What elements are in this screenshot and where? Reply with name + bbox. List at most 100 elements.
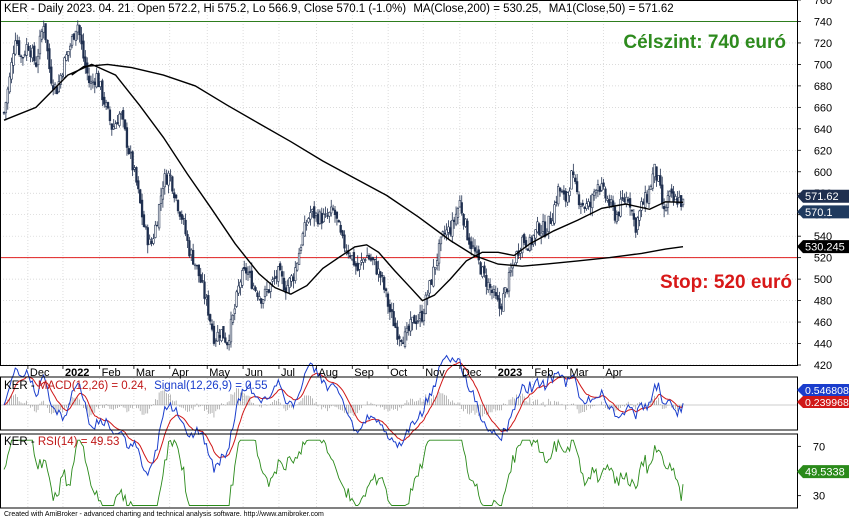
candle-body [394, 322, 397, 328]
macd-badge-label: 0.239968 [805, 397, 849, 409]
candle-body [613, 206, 617, 221]
candle-body [553, 204, 556, 224]
candle-body [432, 266, 435, 287]
candle-body [449, 227, 452, 235]
candle-body [562, 190, 566, 195]
y-tick-label: 700 [814, 59, 832, 71]
candle-body [65, 54, 68, 61]
candle-body [241, 270, 244, 286]
candle-body [207, 295, 210, 316]
candle-body [237, 285, 240, 294]
candle-body [31, 47, 34, 59]
candle-body [330, 206, 333, 214]
candle-body [381, 275, 384, 277]
y-tick-label: 660 [814, 102, 832, 114]
candle-body [299, 247, 303, 251]
candle-body [46, 39, 49, 52]
rsi-title: KER - RSI(14) = 49.53 [4, 436, 119, 448]
candle-body [534, 229, 537, 239]
candle-body [191, 250, 195, 265]
x-tick-label: May [209, 367, 230, 379]
candle-body [560, 191, 564, 193]
candle-body [670, 188, 673, 194]
candle-body [273, 277, 276, 280]
main-panel-frame [0, 0, 798, 366]
candle-body [180, 214, 183, 220]
y-tick-label: 640 [814, 124, 832, 136]
candle-body [354, 263, 357, 267]
candle-body [504, 287, 507, 293]
candle-body [634, 217, 637, 233]
candle-body [621, 197, 624, 200]
candle-body [502, 293, 505, 312]
candle-body [254, 287, 257, 291]
x-tick-label: Feb [102, 367, 121, 379]
candle-body [445, 229, 448, 236]
macd-badge [797, 396, 849, 408]
y-tick-label: 600 [814, 167, 832, 179]
macd-title: KER - MACD(12,26) = 0.24, Signal(12,26,9… [4, 380, 268, 392]
x-tick-label: Mar [569, 367, 588, 379]
candle-body [437, 243, 441, 264]
candle-body [29, 50, 32, 57]
candle-body [286, 285, 289, 293]
candle-body [428, 280, 431, 294]
candle-body [44, 23, 47, 41]
candle-body [536, 221, 539, 233]
candle-body [108, 109, 112, 122]
candle-body [473, 247, 477, 252]
candle-body [265, 289, 269, 292]
candle-body [222, 326, 225, 339]
candle-body [148, 238, 151, 245]
candle-body [8, 76, 11, 93]
candle-body [244, 267, 248, 274]
x-tick-label: Sep [354, 367, 374, 379]
reference-lines [0, 20, 797, 259]
candle-body [169, 174, 172, 177]
candle-body [271, 279, 274, 282]
candle-body [279, 263, 282, 271]
candle-body [500, 306, 503, 310]
candle-body [127, 148, 130, 154]
candle-body [93, 81, 96, 85]
candle-body [417, 320, 420, 322]
candle-body [112, 126, 115, 130]
candle-body [76, 24, 79, 33]
candle-body [649, 186, 653, 190]
candle-body [91, 80, 95, 83]
candle-body [581, 202, 584, 206]
price-badge [797, 205, 849, 219]
candle-body [48, 48, 51, 70]
macd-badge-label: 0.546808 [805, 385, 849, 397]
candle-body [494, 292, 497, 297]
candle-body [195, 264, 199, 267]
candle-body [583, 206, 586, 209]
candle-body [21, 57, 25, 59]
candle-body [651, 173, 654, 189]
candle-body [379, 271, 382, 278]
candle-body [604, 188, 607, 199]
candle-body [413, 315, 416, 324]
x-tick-label: Dec [462, 367, 482, 379]
candle-body [301, 233, 305, 246]
candle-body [434, 267, 437, 270]
y-tick-label: 520 [814, 253, 832, 265]
candle-body [69, 45, 72, 51]
candle-body [386, 293, 390, 307]
macd-badge [797, 384, 849, 396]
candle-body [392, 311, 395, 327]
candle-body [157, 204, 161, 229]
x-tick-label: 2023 [498, 367, 522, 379]
candle-body [396, 326, 399, 340]
candle-body [10, 62, 13, 80]
candle-body [384, 288, 388, 292]
candle-body [617, 211, 620, 217]
candle-body [505, 288, 509, 293]
candle-body [246, 272, 250, 275]
candle-body [662, 206, 666, 210]
candle-body [250, 270, 253, 289]
x-tick-label: Aug [318, 367, 338, 379]
candle-body [178, 211, 182, 217]
candle-body [201, 280, 204, 282]
rsi-badge [797, 465, 849, 479]
